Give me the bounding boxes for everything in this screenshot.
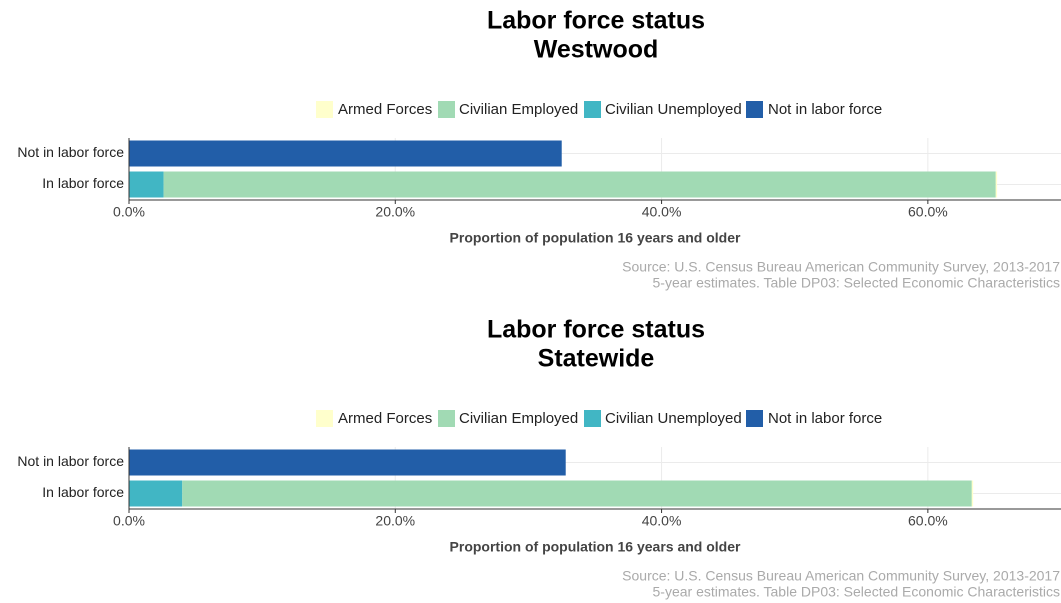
legend-swatch bbox=[584, 101, 601, 118]
bar bbox=[129, 171, 164, 198]
caption: 5-year estimates. Table DP03: Selected E… bbox=[653, 584, 1060, 600]
legend-swatch bbox=[438, 101, 455, 118]
bar bbox=[971, 480, 974, 507]
legend-swatch bbox=[746, 101, 763, 118]
caption: 5-year estimates. Table DP03: Selected E… bbox=[653, 275, 1060, 291]
legend-swatch bbox=[584, 410, 601, 427]
x-tick-label: 20.0% bbox=[375, 204, 415, 220]
legend-label: Not in labor force bbox=[768, 410, 882, 427]
legend-swatch bbox=[316, 101, 333, 118]
bar bbox=[995, 171, 998, 198]
x-tick-label: 20.0% bbox=[375, 513, 415, 529]
legend-label: Civilian Unemployed bbox=[605, 410, 742, 427]
legend-label: Civilian Unemployed bbox=[605, 101, 742, 118]
bar bbox=[129, 449, 566, 476]
x-tick-label: 60.0% bbox=[908, 513, 948, 529]
legend-label: Civilian Employed bbox=[459, 101, 578, 118]
bar bbox=[163, 171, 996, 198]
chart-subtitle: Statewide bbox=[538, 345, 655, 373]
x-tick-label: 40.0% bbox=[642, 204, 682, 220]
legend-label: Armed Forces bbox=[338, 101, 432, 118]
legend-swatch bbox=[746, 410, 763, 427]
y-tick-label: Not in labor force bbox=[17, 144, 124, 160]
legend-swatch bbox=[438, 410, 455, 427]
legend-label: Armed Forces bbox=[338, 410, 432, 427]
legend-label: Civilian Employed bbox=[459, 410, 578, 427]
y-tick-label: In labor force bbox=[42, 484, 124, 500]
y-tick-label: Not in labor force bbox=[17, 453, 124, 469]
x-tick-label: 0.0% bbox=[113, 204, 145, 220]
legend-swatch bbox=[316, 410, 333, 427]
bar bbox=[182, 480, 972, 507]
x-tick-label: 0.0% bbox=[113, 513, 145, 529]
x-tick-label: 60.0% bbox=[908, 204, 948, 220]
chart-subtitle: Westwood bbox=[534, 36, 659, 64]
y-tick-label: In labor force bbox=[42, 175, 124, 191]
chart-title: Labor force status bbox=[487, 7, 705, 35]
x-axis-title: Proportion of population 16 years and ol… bbox=[450, 539, 741, 555]
x-axis-title: Proportion of population 16 years and ol… bbox=[450, 230, 741, 246]
caption: Source: U.S. Census Bureau American Comm… bbox=[622, 259, 1060, 275]
chart-title: Labor force status bbox=[487, 316, 705, 344]
x-tick-label: 40.0% bbox=[642, 513, 682, 529]
legend-label: Not in labor force bbox=[768, 101, 882, 118]
caption: Source: U.S. Census Bureau American Comm… bbox=[622, 568, 1060, 584]
bar bbox=[129, 480, 183, 507]
bar bbox=[129, 140, 562, 167]
